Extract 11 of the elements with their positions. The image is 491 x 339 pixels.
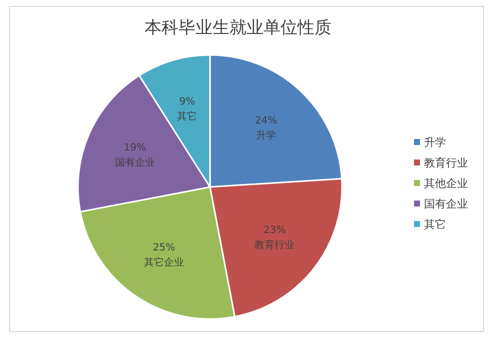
legend-label: 国有企业: [424, 198, 468, 210]
legend-label: 其它: [424, 218, 446, 231]
data-label: 23% 教育行业: [254, 225, 295, 252]
legend-label: 教育行业: [424, 156, 468, 170]
chart-title: 本科毕业生就业单位性质: [144, 18, 332, 38]
data-label: 19% 国有企业: [114, 142, 155, 168]
data-label: 9% 其它: [177, 96, 198, 122]
data-label: 24% 升学: [254, 115, 278, 142]
data-label: 25% 其它企业: [144, 242, 184, 269]
legend-label: 其他企业: [424, 177, 468, 190]
legend-label: 升学: [424, 136, 446, 149]
